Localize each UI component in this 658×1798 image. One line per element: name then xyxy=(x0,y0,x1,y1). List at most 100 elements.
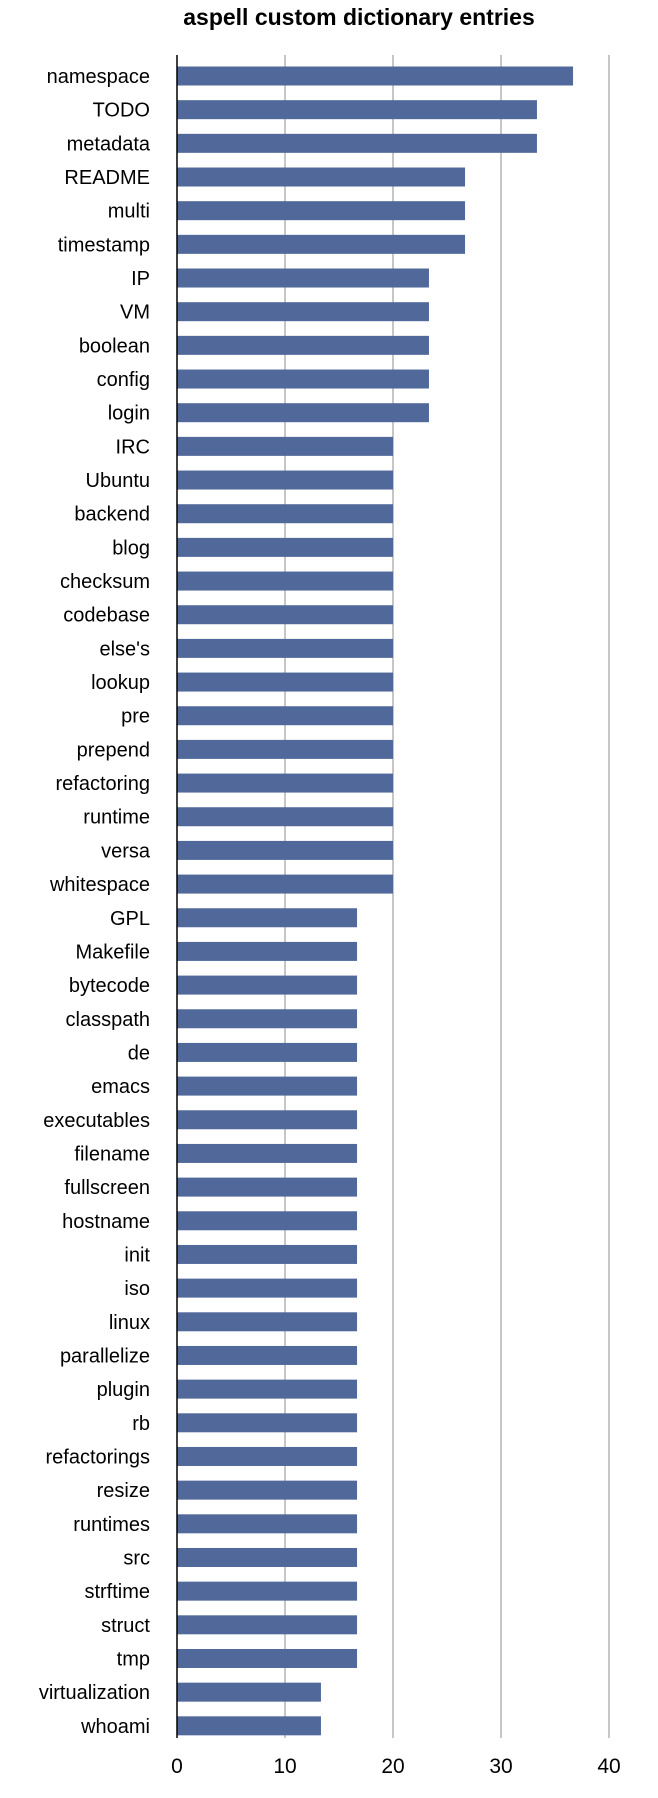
bar xyxy=(177,1076,358,1096)
bar xyxy=(177,167,466,187)
category-label: metadata xyxy=(67,133,151,155)
bar xyxy=(177,234,466,254)
category-label: else's xyxy=(99,638,150,660)
bar xyxy=(177,908,358,928)
category-label: Makefile xyxy=(76,941,150,963)
category-label: whoami xyxy=(80,1716,150,1738)
category-label: plugin xyxy=(97,1379,150,1401)
bar xyxy=(177,470,393,490)
bar xyxy=(177,537,393,557)
category-label: classpath xyxy=(66,1009,151,1031)
bar xyxy=(177,1177,358,1197)
category-label: init xyxy=(124,1244,150,1266)
category-labels: namespace TODO metadata README multi timestam… xyxy=(39,66,151,1738)
bar xyxy=(177,1009,358,1029)
category-label: refactoring xyxy=(56,773,151,795)
bar xyxy=(177,1345,358,1365)
category-label: runtimes xyxy=(73,1514,150,1536)
category-label: whitespace xyxy=(49,874,150,896)
bar xyxy=(177,1211,358,1231)
category-label: checksum xyxy=(60,571,150,593)
bar xyxy=(177,1716,321,1736)
category-label: emacs xyxy=(91,1076,150,1098)
bar xyxy=(177,1042,358,1062)
bar xyxy=(177,201,466,221)
x-tick-label: 10 xyxy=(273,1755,296,1778)
category-label: parallelize xyxy=(60,1345,150,1367)
category-label: fullscreen xyxy=(64,1177,150,1199)
bar xyxy=(177,605,393,625)
category-label: runtime xyxy=(83,807,150,829)
category-label: login xyxy=(108,403,150,425)
bar xyxy=(177,706,393,726)
chart-title: aspell custom dictionary entries xyxy=(183,4,535,30)
x-tick-labels: 0 10 20 30 40 xyxy=(171,1755,621,1778)
x-tick-label: 30 xyxy=(489,1755,512,1778)
bar xyxy=(177,1581,358,1601)
bar xyxy=(177,133,537,153)
category-label: bytecode xyxy=(69,975,150,997)
bar xyxy=(177,504,393,524)
bar xyxy=(177,941,358,961)
category-label: filename xyxy=(74,1143,150,1165)
bar xyxy=(177,840,393,860)
x-tick-label: 0 xyxy=(171,1755,183,1778)
category-label: config xyxy=(97,369,150,391)
category-label: hostname xyxy=(62,1211,150,1233)
bar xyxy=(177,1446,358,1466)
bar xyxy=(177,1278,358,1298)
category-label: iso xyxy=(124,1278,150,1300)
bar xyxy=(177,302,429,322)
category-label: src xyxy=(123,1547,150,1569)
category-label: executables xyxy=(43,1110,150,1132)
bar xyxy=(177,1648,358,1668)
bar xyxy=(177,1682,321,1702)
category-label: timestamp xyxy=(58,234,150,256)
category-label: linux xyxy=(109,1312,150,1334)
category-label: TODO xyxy=(93,100,150,122)
bar xyxy=(177,1480,358,1500)
category-label: pre xyxy=(121,706,150,728)
bar xyxy=(177,1547,358,1567)
category-label: VM xyxy=(120,302,150,324)
category-label: resize xyxy=(97,1480,150,1502)
bar xyxy=(177,807,393,827)
category-label: namespace xyxy=(47,66,150,88)
bar xyxy=(177,1615,358,1635)
bar xyxy=(177,739,393,759)
bar xyxy=(177,1379,358,1399)
category-label: codebase xyxy=(63,605,150,627)
bar xyxy=(177,369,429,389)
bar xyxy=(177,975,358,995)
bar xyxy=(177,335,429,355)
x-tick-label: 40 xyxy=(597,1755,620,1778)
category-label: Ubuntu xyxy=(86,470,151,492)
category-label: GPL xyxy=(110,908,150,930)
category-label: versa xyxy=(101,840,151,862)
bar xyxy=(177,571,393,591)
category-label: rb xyxy=(132,1413,150,1435)
bar xyxy=(177,773,393,793)
category-label: blog xyxy=(112,537,150,559)
bar xyxy=(177,1413,358,1433)
bar xyxy=(177,66,574,86)
category-label: IP xyxy=(131,268,150,290)
category-label: tmp xyxy=(117,1648,150,1670)
category-label: refactorings xyxy=(46,1446,151,1468)
category-label: boolean xyxy=(79,335,150,357)
category-label: prepend xyxy=(77,739,150,761)
bar xyxy=(177,638,393,658)
bar xyxy=(177,1143,358,1163)
category-label: de xyxy=(128,1042,150,1064)
category-label: virtualization xyxy=(39,1682,150,1704)
bar xyxy=(177,403,429,423)
bar xyxy=(177,874,393,894)
category-label: lookup xyxy=(91,672,150,694)
bar xyxy=(177,1312,358,1332)
category-label: README xyxy=(64,167,150,189)
bar xyxy=(177,436,393,456)
bar xyxy=(177,672,393,692)
bar xyxy=(177,100,537,120)
bars xyxy=(177,66,574,1736)
